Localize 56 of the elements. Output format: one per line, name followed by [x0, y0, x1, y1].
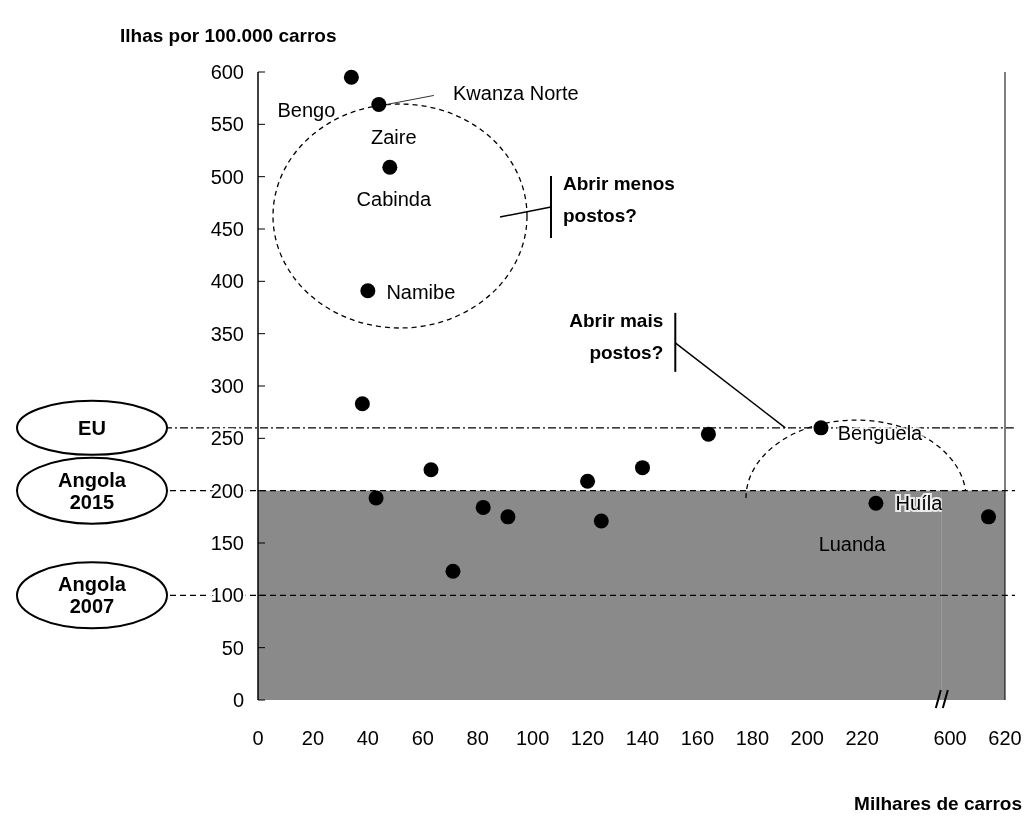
- x-tick-label: 220: [845, 727, 879, 749]
- point: [371, 96, 387, 112]
- x-tick-label: 140: [625, 727, 660, 749]
- x-tick-label: 180: [735, 727, 770, 749]
- point: [354, 396, 370, 412]
- annotation: Benguela: [837, 421, 924, 444]
- point: [445, 563, 461, 579]
- x-tick-label: 20: [301, 727, 325, 749]
- y-tick-label: 450: [210, 218, 244, 240]
- x-tick-label: 620: [988, 727, 1022, 749]
- ref-line-label: EU: [78, 416, 106, 439]
- annotation: Kwanza Norte: [453, 82, 579, 105]
- x-tick-label: 160: [680, 727, 715, 749]
- y-tick-label: 50: [221, 636, 244, 659]
- point: [700, 426, 716, 442]
- point: [382, 159, 398, 175]
- y-tick-label: 550: [210, 113, 244, 136]
- x-tick-label: 120: [570, 727, 605, 749]
- y-tick-label: 300: [210, 375, 244, 397]
- point: [868, 495, 884, 511]
- y-tick-label: 150: [210, 532, 244, 554]
- x-tick-label: 40: [356, 727, 379, 749]
- annotation: Abrir mais postos?: [569, 309, 664, 363]
- point: [475, 499, 491, 515]
- y-tick-label: 250: [210, 427, 244, 450]
- annotation: Huíla: [895, 492, 944, 515]
- y-axis-title: Ilhas por 100.000 carros: [120, 25, 337, 46]
- ref-line-label: Angola 2007: [58, 573, 127, 618]
- point: [813, 420, 829, 436]
- y-tick-label: 350: [210, 322, 244, 345]
- annotation: Namibe: [386, 280, 456, 303]
- x-tick-label: 600: [933, 727, 967, 749]
- point: [343, 69, 359, 85]
- y-tick-label: 600: [210, 61, 244, 83]
- annotation: Cabinda: [356, 188, 432, 211]
- point: [500, 509, 516, 525]
- ref-line-label: Angola 2015: [58, 468, 127, 513]
- point: [634, 460, 650, 476]
- annotation: Zaire: [371, 126, 417, 149]
- x-tick-label: 60: [411, 727, 434, 749]
- x-tick-label: 100: [515, 727, 550, 749]
- y-tick-label: 500: [210, 165, 244, 188]
- annotation: Abrir menos postos?: [563, 173, 675, 226]
- point: [360, 283, 376, 299]
- point: [368, 490, 384, 506]
- annotation: Bengo: [277, 99, 336, 122]
- y-tick-label: 400: [210, 270, 244, 293]
- point: [423, 462, 439, 478]
- point: [580, 473, 596, 489]
- annotation: Luanda: [818, 533, 887, 555]
- x-tick-label: 80: [466, 727, 489, 749]
- point: [593, 513, 609, 529]
- x-tick-label: 0: [252, 727, 264, 749]
- x-axis-title: Milhares de carros: [854, 793, 1022, 814]
- x-tick-label: 200: [790, 727, 824, 749]
- y-tick-label: 0: [232, 689, 244, 711]
